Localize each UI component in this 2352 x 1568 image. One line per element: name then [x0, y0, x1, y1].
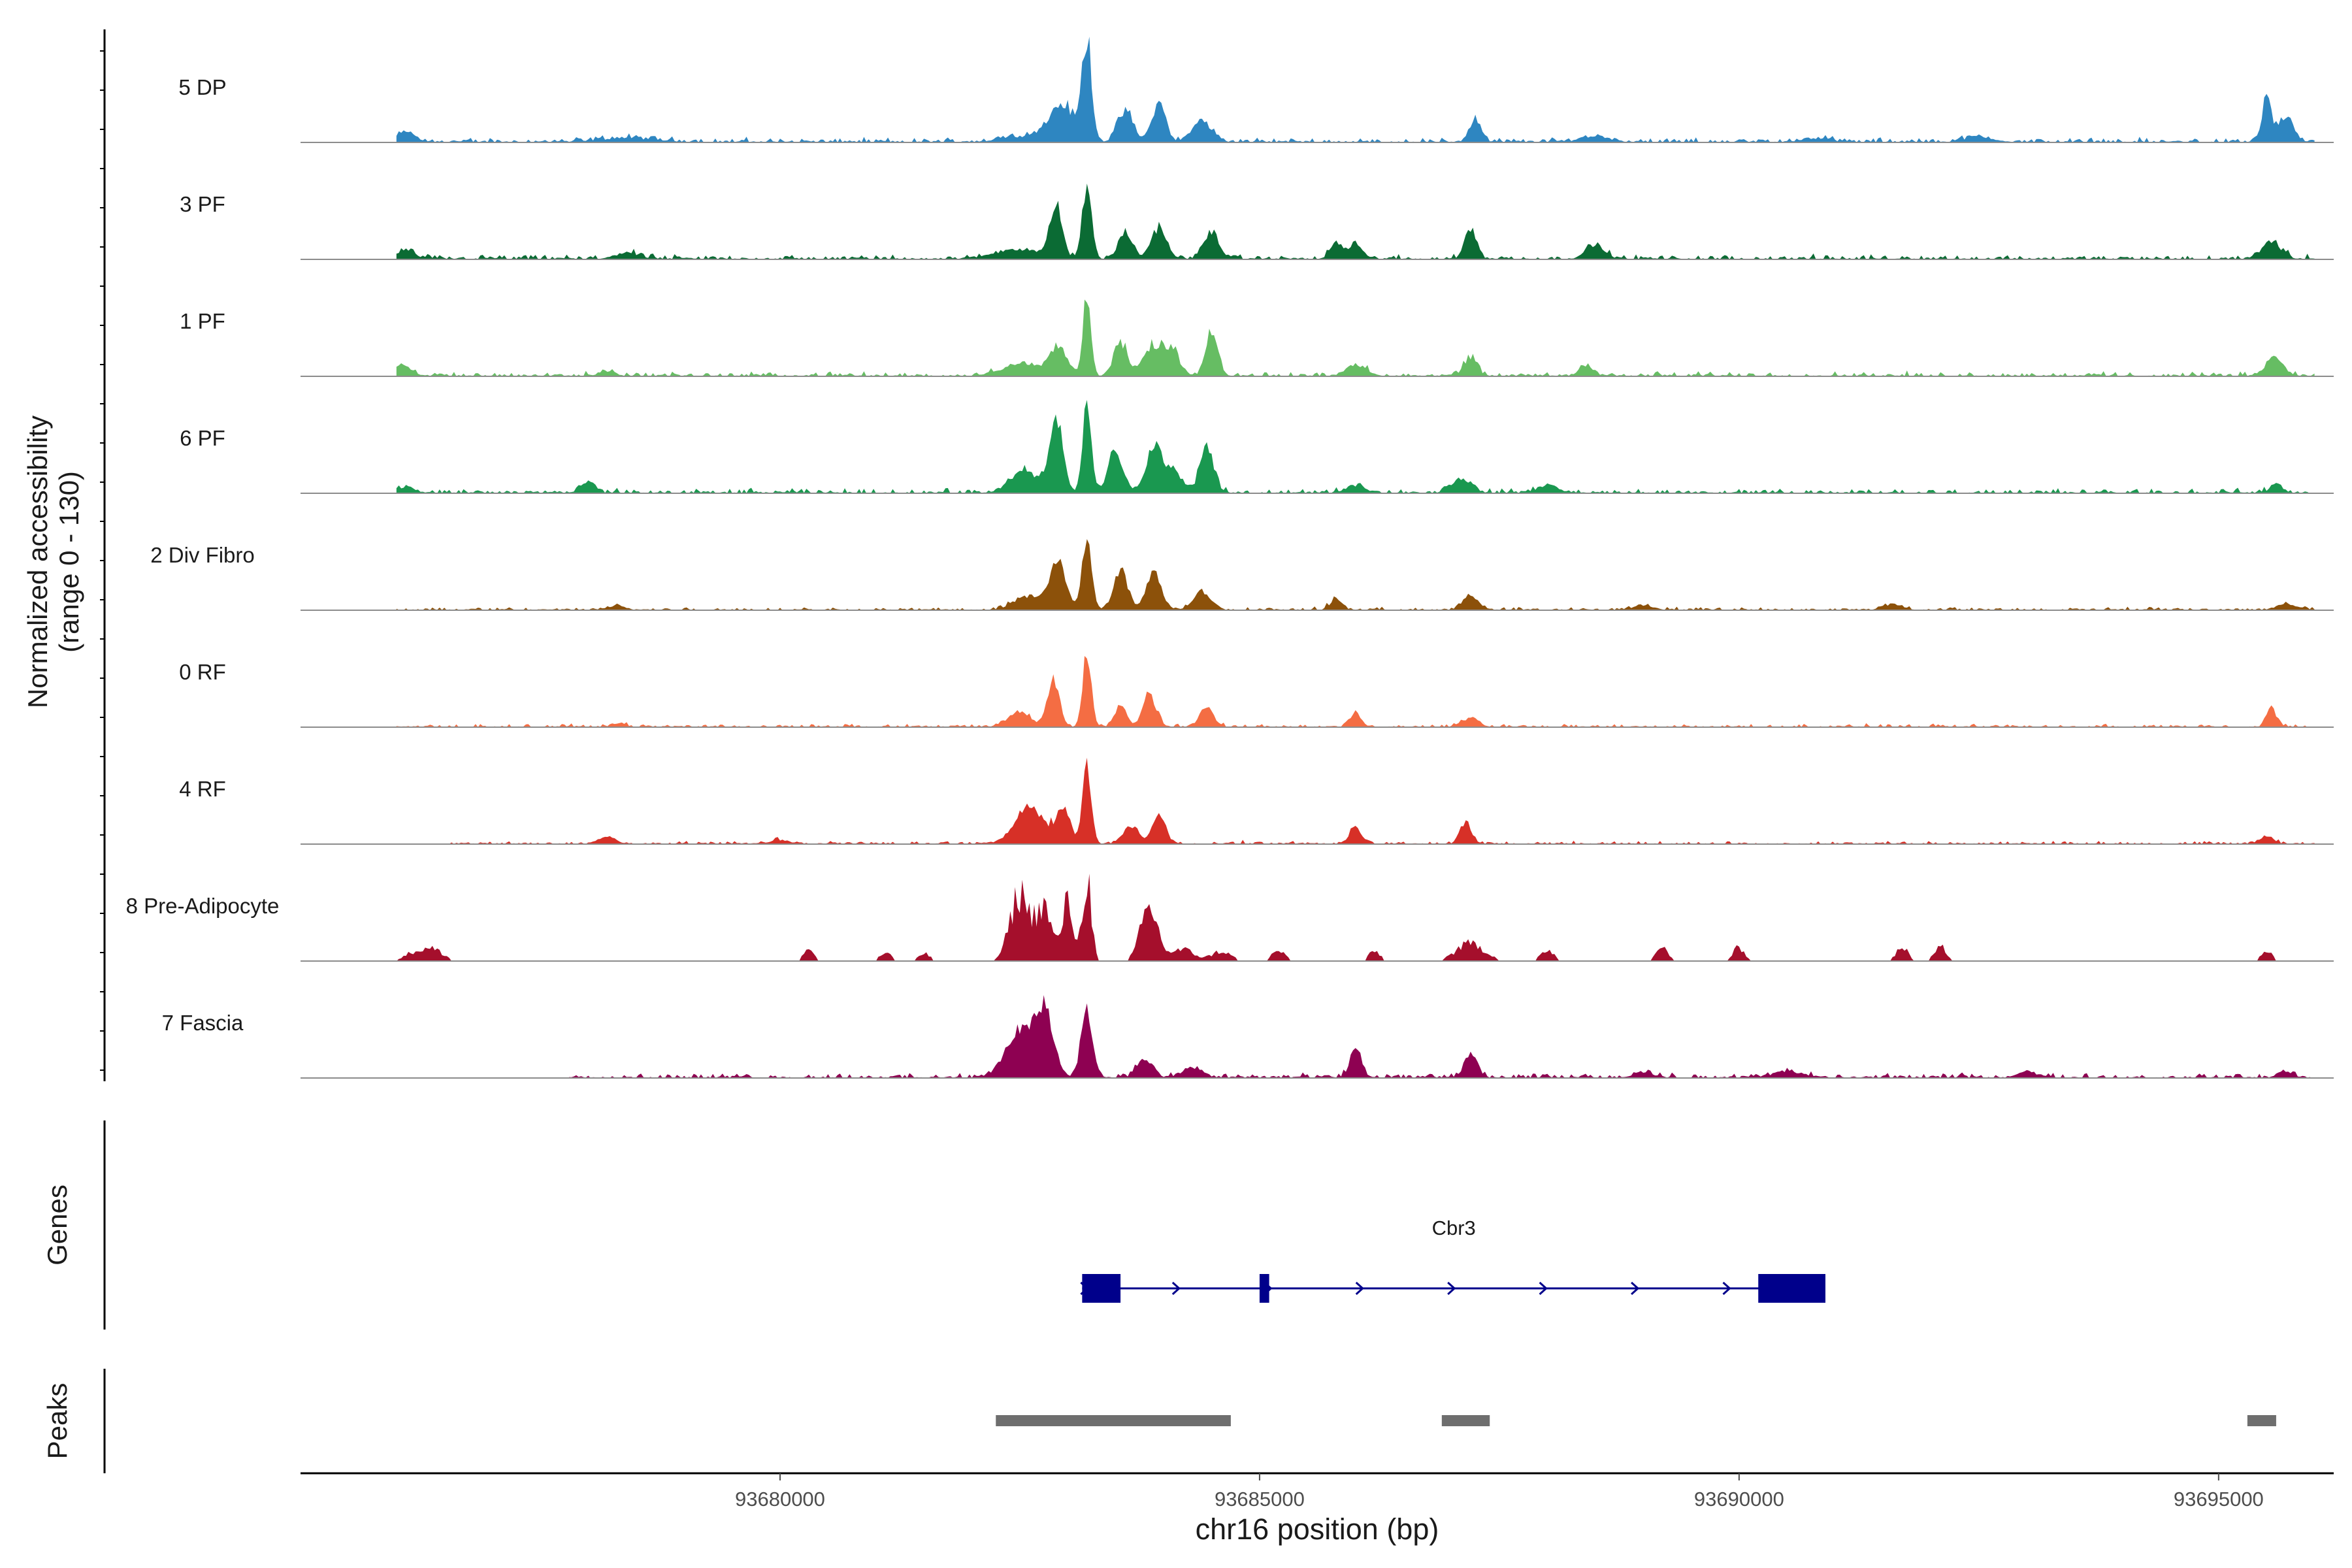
coverage-area	[396, 299, 2315, 376]
coverage-y-axis-ticks	[100, 50, 105, 1071]
coverage-track: 5 DP	[178, 37, 2334, 143]
coverage-track: 6 PF	[180, 400, 2334, 494]
gene-exon	[1259, 1274, 1269, 1303]
coverage-track: 7 Fascia	[162, 995, 2334, 1079]
genes-track-label: Genes	[42, 1184, 73, 1266]
gene-model: Cbr3	[1080, 1217, 1825, 1303]
coverage-track: 2 Div Fibro	[150, 539, 2334, 611]
track-label: 5 DP	[178, 75, 226, 99]
strand-arrow	[1171, 1281, 1181, 1296]
x-tick-label: 93680000	[735, 1488, 825, 1511]
x-axis-ticks: 93680000 93685000 93690000 93695000	[735, 1473, 2264, 1511]
coverage-area	[396, 874, 2315, 961]
x-tick-label: 93690000	[1694, 1488, 1784, 1511]
coverage-area	[444, 757, 2315, 844]
strand-arrow	[1355, 1281, 1364, 1296]
coverage-area	[396, 37, 2315, 142]
strand-arrow	[1631, 1281, 1640, 1296]
gene-exon	[1082, 1274, 1121, 1303]
track-label: 7 Fascia	[162, 1011, 244, 1035]
coverage-track: 4 RF	[179, 757, 2334, 845]
track-label: 4 RF	[179, 777, 226, 801]
track-label: 1 PF	[180, 309, 225, 333]
coverage-tracks: 5 DP 3 PF 1 PF 6 PF 2 Div Fibro 0 RF 4 RF 8 Pre…	[126, 37, 2334, 1079]
coverage-area	[569, 995, 2315, 1078]
gene-name-label: Cbr3	[1432, 1217, 1476, 1239]
strand-arrow	[1539, 1281, 1548, 1296]
x-tick-label: 93695000	[2174, 1488, 2264, 1511]
x-tick-label: 93685000	[1215, 1488, 1305, 1511]
x-axis-title: chr16 position (bp)	[1196, 1512, 1439, 1546]
peak-region	[996, 1415, 1231, 1426]
gene-track: Cbr3	[1080, 1217, 1825, 1303]
gene-exon	[1758, 1274, 1825, 1303]
coverage-area	[396, 539, 2315, 610]
coverage-area	[396, 400, 2315, 493]
peaks-track-label: Peaks	[42, 1383, 73, 1460]
track-label: 0 RF	[179, 660, 226, 684]
coverage-area	[396, 656, 2315, 727]
coverage-track: 3 PF	[180, 184, 2334, 260]
coverage-track: 0 RF	[179, 656, 2334, 728]
strand-arrow	[1722, 1281, 1731, 1296]
coverage-track: 1 PF	[180, 299, 2334, 377]
track-label: 6 PF	[180, 426, 225, 450]
peak-region	[1441, 1415, 1490, 1426]
track-label: 8 Pre-Adipocyte	[126, 894, 280, 918]
track-label: 2 Div Fibro	[150, 543, 255, 567]
peak-region	[2247, 1415, 2276, 1426]
coverage-track: 8 Pre-Adipocyte	[126, 874, 2334, 962]
track-label: 3 PF	[180, 192, 225, 216]
strand-arrow	[1447, 1281, 1456, 1296]
peak-track	[996, 1415, 2276, 1426]
coverage-area	[396, 184, 2315, 259]
y-axis-title: Normalized accessibility	[22, 416, 53, 708]
y-axis-range-label: (range 0 - 130)	[54, 471, 84, 653]
